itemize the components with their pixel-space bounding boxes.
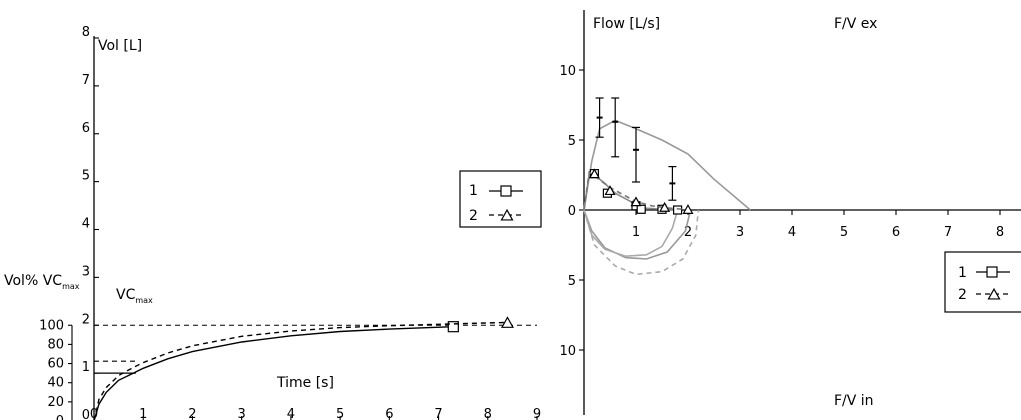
y-tick-label: 8 xyxy=(82,25,90,40)
series-1-in-curve xyxy=(583,209,679,258)
x-tick-label: 5 xyxy=(840,225,848,240)
y-axis-label: Flow [L/s] xyxy=(593,16,660,32)
series-2-marker xyxy=(588,168,600,179)
x-tick-label: 1 xyxy=(139,407,147,420)
legend-entry-1: 1 xyxy=(469,183,478,199)
y-tick-label: 0 xyxy=(82,408,90,420)
x-tick-label: 7 xyxy=(944,225,952,240)
x-tick-label: 1 xyxy=(632,225,640,240)
x-tick-label: 3 xyxy=(238,407,246,420)
secondary-axis-label-main: Vol% VC xyxy=(4,273,62,289)
legend-entry-1: 1 xyxy=(958,265,967,281)
secondary-tick-label: 20 xyxy=(47,395,64,410)
legend-marker-2 xyxy=(500,208,514,221)
x-tick-label: 5 xyxy=(336,407,344,420)
x-tick-label: 2 xyxy=(188,407,196,420)
y-axis-label: Vol [L] xyxy=(98,38,142,54)
secondary-tick-label: 40 xyxy=(47,376,64,391)
title-top: F/V ex xyxy=(834,16,877,32)
y-tick-label-up: 10 xyxy=(559,64,576,79)
secondary-tick-label: 80 xyxy=(47,337,64,352)
series-1-marker xyxy=(447,321,459,333)
y-tick-label-down: 5 xyxy=(568,274,576,289)
y-tick-label-up: 0 xyxy=(568,204,576,219)
series-2-marker xyxy=(500,316,514,328)
series-1-curve xyxy=(93,326,454,420)
secondary-axis-label: Vol% VCmax xyxy=(4,273,80,291)
secondary-tick-label: 100 xyxy=(39,318,64,333)
x-tick-label: 8 xyxy=(996,225,1004,240)
secondary-axis-label-sub: max xyxy=(62,282,80,291)
vc-max-label-main: VC xyxy=(116,287,136,303)
legend-marker-1 xyxy=(500,185,512,197)
secondary-tick-label: 0 xyxy=(56,414,64,420)
y-tick-label: 4 xyxy=(82,217,90,232)
y-tick-label: 1 xyxy=(82,360,90,375)
y-tick-label-up: 5 xyxy=(568,134,576,149)
legend-marker-2 xyxy=(987,287,1001,300)
vc-max-label: VCmax xyxy=(116,287,153,305)
vc-max-label-sub: max xyxy=(135,296,153,305)
series-1-marker xyxy=(672,205,683,215)
volume-time-chart: 0123456780123456789020406080100Vol% VCma… xyxy=(4,25,542,420)
series-2-marker xyxy=(630,196,642,207)
x-tick-label: 6 xyxy=(892,225,900,240)
reference-curve-in xyxy=(583,209,692,260)
y-tick-label: 7 xyxy=(82,73,90,88)
x-tick-label: 7 xyxy=(434,407,442,420)
series-2-marker xyxy=(682,204,694,214)
title-bottom: F/V in xyxy=(834,393,874,409)
x-tick-label: 0 xyxy=(90,407,98,420)
series-1-marker xyxy=(636,204,646,214)
x-tick-label: 3 xyxy=(736,225,744,240)
x-tick-label: 4 xyxy=(287,407,295,420)
y-tick-label: 3 xyxy=(82,264,90,279)
legend-right: 12 xyxy=(944,251,1021,313)
series-2-marker xyxy=(659,201,671,212)
legend-left: 12 xyxy=(459,170,542,228)
series-2-curve xyxy=(93,321,508,420)
y-tick-label: 2 xyxy=(82,312,90,327)
secondary-tick-label: 60 xyxy=(47,357,64,372)
y-tick-label-down: 10 xyxy=(559,344,576,359)
legend-entry-2: 2 xyxy=(469,208,478,224)
x-tick-label: 8 xyxy=(484,407,492,420)
x-axis-label: Time [s] xyxy=(276,375,334,391)
y-tick-label: 6 xyxy=(82,121,90,136)
legend-box xyxy=(944,251,1021,313)
x-tick-label: 9 xyxy=(533,407,541,420)
legend-box xyxy=(459,170,542,228)
y-tick-label: 5 xyxy=(82,169,90,184)
x-tick-label: 2 xyxy=(684,225,692,240)
legend-marker-1 xyxy=(986,266,998,278)
legend-entry-2: 2 xyxy=(958,287,967,303)
series-2-marker xyxy=(604,185,616,196)
x-tick-label: 4 xyxy=(788,225,796,240)
series-2-in-curve xyxy=(583,209,700,276)
x-tick-label: 6 xyxy=(385,407,393,420)
